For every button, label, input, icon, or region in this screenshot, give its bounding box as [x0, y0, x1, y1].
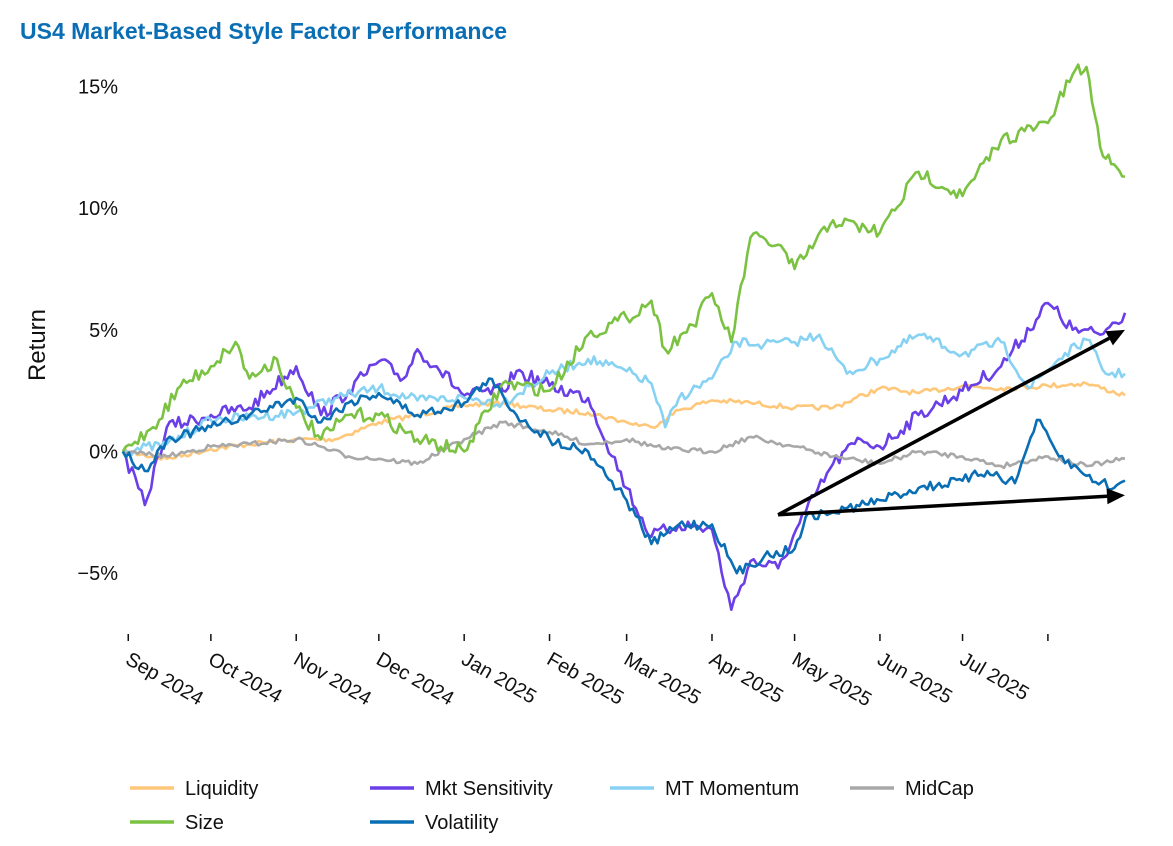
x-tick-label: Jan 2025 — [458, 648, 540, 708]
annotation-arrow-head — [1106, 488, 1125, 505]
legend-label: Size — [185, 812, 224, 834]
x-tick-label: May 2025 — [788, 648, 875, 711]
annotation-arrow-head — [1105, 329, 1125, 346]
x-tick-label: Jun 2025 — [873, 648, 955, 708]
annotation-arrow-line — [777, 494, 1108, 517]
y-tick-label: 10% — [78, 198, 118, 220]
x-tick-label: Jul 2025 — [956, 648, 1032, 705]
y-tick-label: 0% — [89, 442, 118, 464]
chart-title: US4 Market-Based Style Factor Performanc… — [20, 18, 507, 44]
legend-label: MidCap — [905, 778, 974, 800]
series-lines — [121, 63, 1127, 611]
series-line-mkt-sensitivity — [121, 301, 1127, 611]
series-line-size — [121, 63, 1126, 454]
x-tick-label: Oct 2024 — [204, 648, 285, 708]
x-tick-label: Nov 2024 — [290, 648, 375, 710]
y-axis-ticks: −5% 0% 5% 10% 15% — [77, 77, 118, 586]
legend-label: Volatility — [425, 812, 498, 834]
legend: Liquidity Mkt Sensitivity MT Momentum MidCa… — [130, 778, 974, 834]
series-line-volatility — [121, 377, 1126, 575]
legend-label: Liquidity — [185, 778, 258, 800]
x-tick-label: Apr 2025 — [705, 648, 786, 708]
series-line-mt-momentum — [122, 332, 1126, 457]
legend-label: MT Momentum — [665, 778, 799, 800]
series-line-midcap — [122, 420, 1126, 470]
y-tick-label: −5% — [77, 563, 118, 585]
y-tick-label: 15% — [78, 77, 118, 99]
legend-label: Mkt Sensitivity — [425, 778, 553, 800]
annotation-arrows — [777, 329, 1125, 517]
x-tick-label: Mar 2025 — [620, 648, 704, 709]
x-tick-label: Sep 2024 — [122, 648, 207, 710]
y-tick-label: 5% — [89, 320, 118, 342]
x-tick-label: Feb 2025 — [543, 648, 627, 709]
x-tick-label: Dec 2024 — [372, 648, 457, 710]
annotation-arrow-line — [777, 336, 1110, 517]
y-axis-label: Return — [24, 309, 51, 381]
